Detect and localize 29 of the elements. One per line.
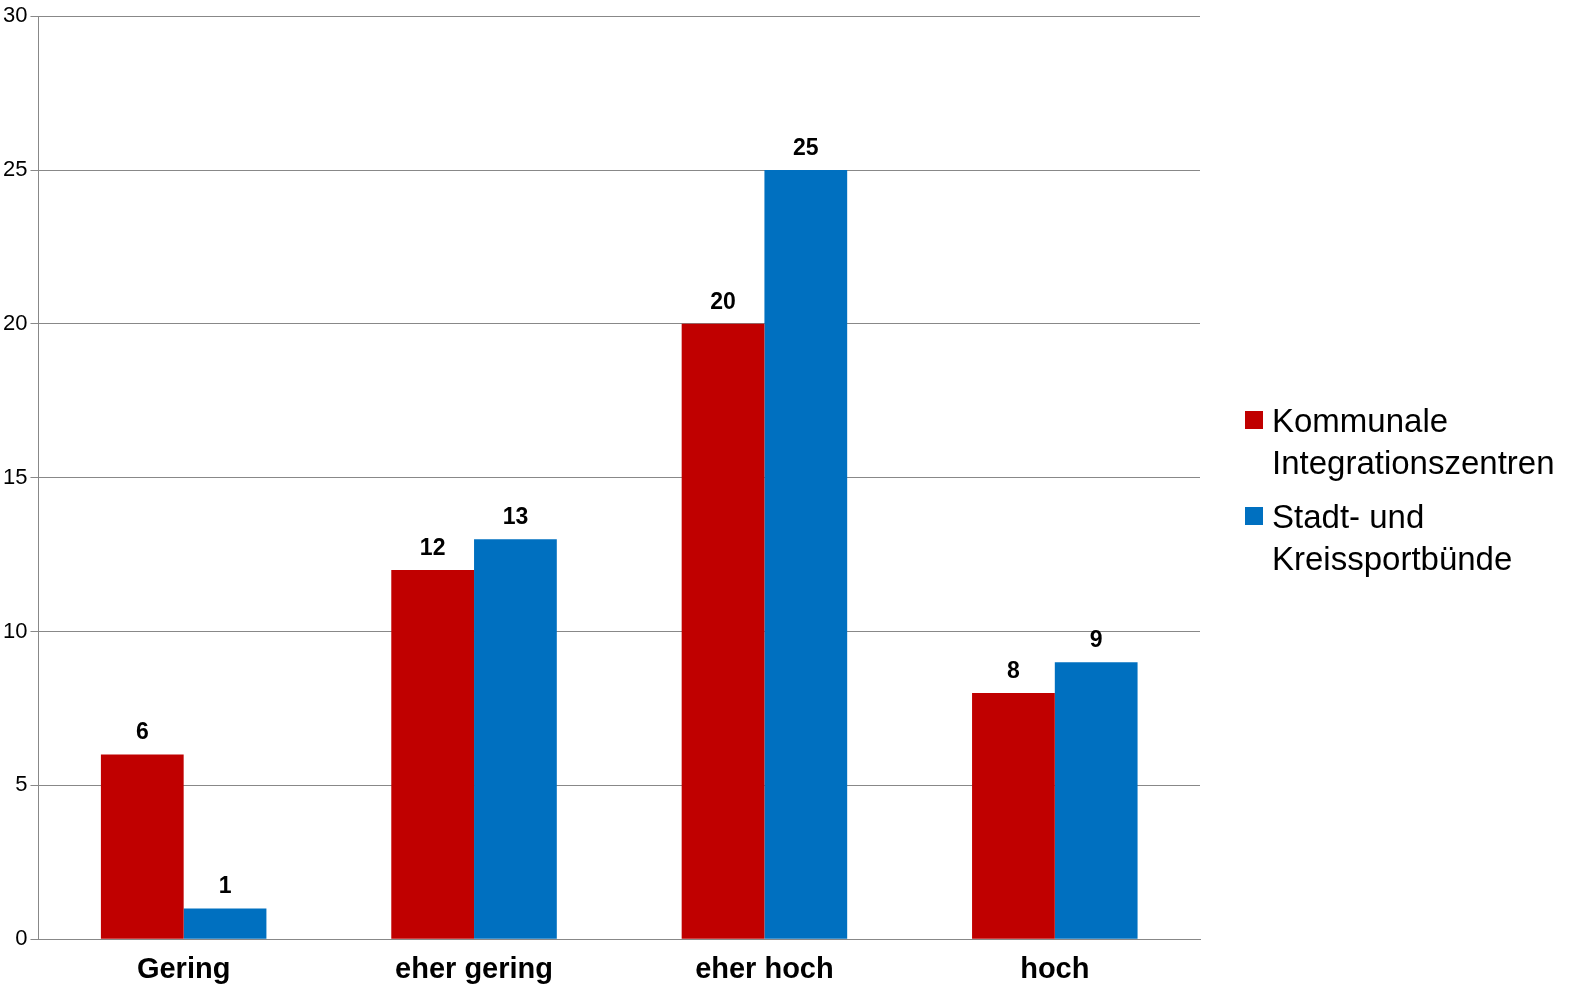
legend-label: Stadt- und Kreissportbünde [1272,497,1514,579]
data-label: 9 [1089,626,1103,653]
bar [764,170,848,939]
bar [972,693,1055,939]
bar [474,539,557,939]
bar [681,323,765,939]
x-tick-label: eher gering [395,951,554,984]
y-tick-label: 25 [2,156,28,182]
bar [1054,662,1138,939]
x-tick-label: Gering [136,951,231,984]
x-tick-label: hoch [1020,951,1090,984]
y-tick-label: 20 [2,309,28,335]
data-label: 13 [502,503,529,530]
y-tick-label: 10 [2,617,28,643]
y-tick-label: 0 [15,925,28,951]
y-tick-label: 30 [2,2,28,28]
data-label: 1 [218,872,232,899]
bar [183,908,267,939]
data-label: 20 [710,287,736,314]
data-label: 6 [135,718,149,745]
bar [391,570,475,939]
x-tick-label: eher hoch [695,951,834,984]
data-label: 25 [793,133,819,160]
legend-label: Kommunale Integrationszentren [1272,401,1556,483]
data-label: 12 [419,533,446,560]
y-tick-label: 15 [2,463,28,489]
bar [100,754,184,939]
y-tick-label: 5 [15,771,28,797]
data-label: 8 [1007,656,1021,683]
